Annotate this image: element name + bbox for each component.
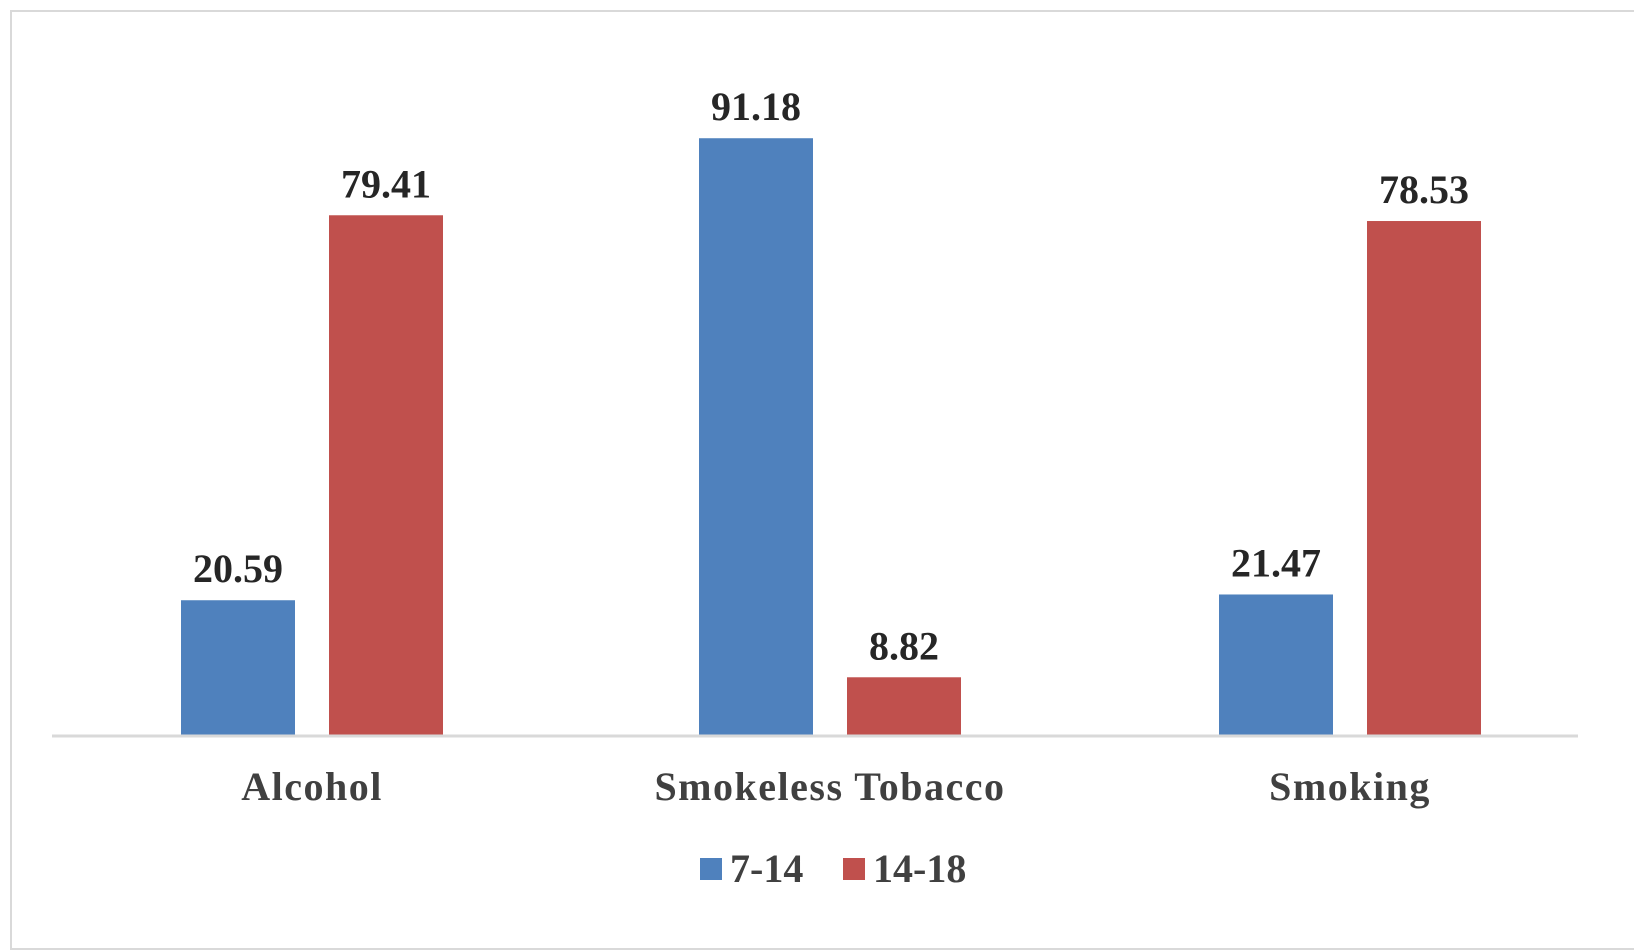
data-label: 79.41	[341, 161, 431, 206]
bar-14-18-smoking	[1367, 221, 1481, 736]
data-label: 20.59	[193, 546, 283, 591]
data-label: 21.47	[1231, 540, 1321, 585]
legend-label: 7-14	[730, 846, 803, 891]
data-label: 91.18	[711, 84, 801, 129]
category-label: Alcohol	[241, 764, 383, 809]
category-labels-layer: Alcohol Smokeless Tobacco Smoking	[241, 764, 1431, 809]
bar-7-14-smoking	[1219, 594, 1333, 735]
bar-14-18-alcohol	[329, 215, 443, 736]
bar-chart: 20.59 91.18 21.47 79.41 8.82 78.53 Alcohol Smo…	[52, 84, 1578, 891]
category-label: Smokeless Tobacco	[654, 764, 1005, 809]
bar-14-18-smokeless-tobacco	[847, 677, 961, 735]
legend-swatch	[843, 858, 865, 880]
data-labels-layer: 20.59 91.18 21.47 79.41 8.82 78.53	[193, 84, 1469, 668]
category-label: Smoking	[1269, 764, 1431, 809]
legend: 7-14 14-18	[700, 846, 966, 891]
legend-label: 14-18	[873, 846, 966, 891]
bar-7-14-smokeless-tobacco	[699, 138, 813, 735]
data-label: 8.82	[869, 623, 939, 668]
bar-7-14-alcohol	[181, 600, 295, 735]
data-label: 78.53	[1379, 167, 1469, 212]
bars-layer	[181, 138, 1481, 736]
legend-swatch	[700, 858, 722, 880]
